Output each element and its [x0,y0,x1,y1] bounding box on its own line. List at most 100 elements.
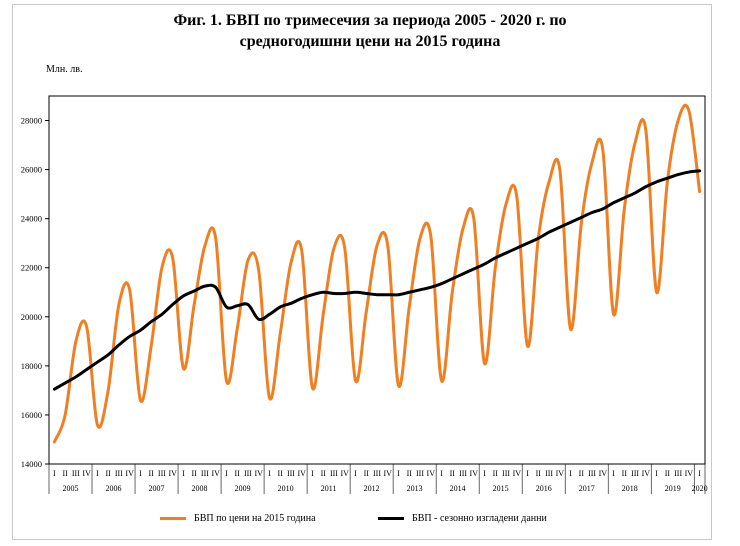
x-quarter-label: IV [642,469,651,478]
series-line-seasonal [52,169,702,391]
x-year-label: 2014 [450,484,466,493]
x-year-label: 2018 [622,484,638,493]
x-year-label: 2015 [493,484,509,493]
x-quarter-label: III [287,469,295,478]
y-tick-label: 20000 [21,312,42,322]
x-quarter-label: III [588,469,596,478]
y-tick-label: 24000 [21,214,42,224]
x-year-label: 2017 [579,484,595,493]
x-quarter-label: II [364,469,370,478]
x-quarter-label: IV [168,469,177,478]
x-quarter-label: II [321,469,327,478]
x-year-label: 2016 [536,484,552,493]
x-quarter-label: II [493,469,499,478]
x-quarter-label: III [373,469,381,478]
y-axis-unit-label: Млн. лв. [46,64,83,75]
x-quarter-label: I [397,469,400,478]
x-year-label: 2005 [63,484,79,493]
x-quarter-label: IV [341,469,350,478]
x-year-label: 2011 [321,484,337,493]
x-quarter-label: II [622,469,628,478]
x-year-label: 2019 [665,484,681,493]
x-quarter-label: II [62,469,68,478]
x-quarter-label: IV [384,469,393,478]
x-quarter-label: III [115,469,123,478]
x-year-label: 2020 [692,484,708,493]
x-quarter-label: II [536,469,542,478]
x-quarter-label: II [105,469,111,478]
x-quarter-label: I [354,469,357,478]
chart-title-line2: средногодишни цени на 2015 година [239,33,501,50]
legend-item-seasonal: БВП - сезонно изгладени данни [378,513,547,524]
chart-title: Фиг. 1. БВП по тримесечия за периода 200… [0,10,740,52]
x-quarter-label: I [655,469,658,478]
x-quarter-label: II [450,469,456,478]
x-quarter-label: I [225,469,228,478]
x-quarter-label: IV [125,469,134,478]
y-tick-label: 22000 [21,263,42,273]
x-quarter-label: II [407,469,413,478]
x-quarter-label: I [96,469,99,478]
x-quarter-label: II [235,469,241,478]
x-quarter-label: I [53,469,56,478]
x-quarter-label: II [148,469,154,478]
legend-swatch-gdp [160,517,186,520]
x-quarter-label: I [182,469,185,478]
x-quarter-label: IV [82,469,91,478]
y-tick-label: 28000 [21,116,42,126]
x-quarter-label: IV [470,469,479,478]
x-quarter-label: III [201,469,209,478]
x-quarter-label: III [72,469,80,478]
x-quarter-label: I [698,469,701,478]
x-quarter-label: II [192,469,198,478]
x-quarter-label: III [631,469,639,478]
x-year-label: 2013 [407,484,423,493]
x-year-label: 2008 [192,484,208,493]
x-year-label: 2006 [106,484,122,493]
x-quarter-label: II [278,469,284,478]
x-quarter-label: IV [427,469,436,478]
x-quarter-label: I [311,469,314,478]
legend-label-seasonal: БВП - сезонно изгладени данни [412,513,547,524]
x-quarter-label: II [579,469,585,478]
x-quarter-label: I [612,469,615,478]
x-quarter-label: IV [513,469,522,478]
plot-area [48,95,706,465]
x-quarter-label: III [244,469,252,478]
x-quarter-label: III [158,469,166,478]
x-quarter-label: III [502,469,510,478]
x-quarter-label: I [526,469,529,478]
x-year-label: 2010 [278,484,294,493]
x-quarter-label: II [665,469,671,478]
x-quarter-label: IV [556,469,565,478]
x-quarter-label: III [416,469,424,478]
series-line-gdp [52,103,702,444]
x-quarter-label: III [459,469,467,478]
x-year-label: 2009 [235,484,251,493]
x-quarter-label: IV [297,469,306,478]
x-quarter-label: III [330,469,338,478]
x-quarter-label: IV [254,469,263,478]
x-quarter-label: I [483,469,486,478]
x-quarter-label: IV [211,469,220,478]
legend-label-gdp: БВП по цени на 2015 година [194,513,316,524]
x-quarter-label: III [674,469,682,478]
x-year-label: 2012 [364,484,380,493]
legend-swatch-seasonal [378,517,404,520]
x-quarter-label: IV [685,469,694,478]
x-quarter-label: III [545,469,553,478]
x-year-label: 2007 [149,484,165,493]
y-tick-label: 26000 [21,165,42,175]
x-quarter-label: IV [599,469,608,478]
x-quarter-label: I [569,469,572,478]
y-tick-label: 16000 [21,410,42,420]
x-quarter-label: I [268,469,271,478]
chart-frame [12,4,712,540]
y-tick-label: 18000 [21,361,42,371]
x-quarter-label: I [440,469,443,478]
x-quarter-label: I [139,469,142,478]
legend-item-gdp: БВП по цени на 2015 година [160,513,316,524]
chart-title-line1: Фиг. 1. БВП по тримесечия за периода 200… [173,12,567,29]
y-tick-label: 14000 [21,459,42,469]
